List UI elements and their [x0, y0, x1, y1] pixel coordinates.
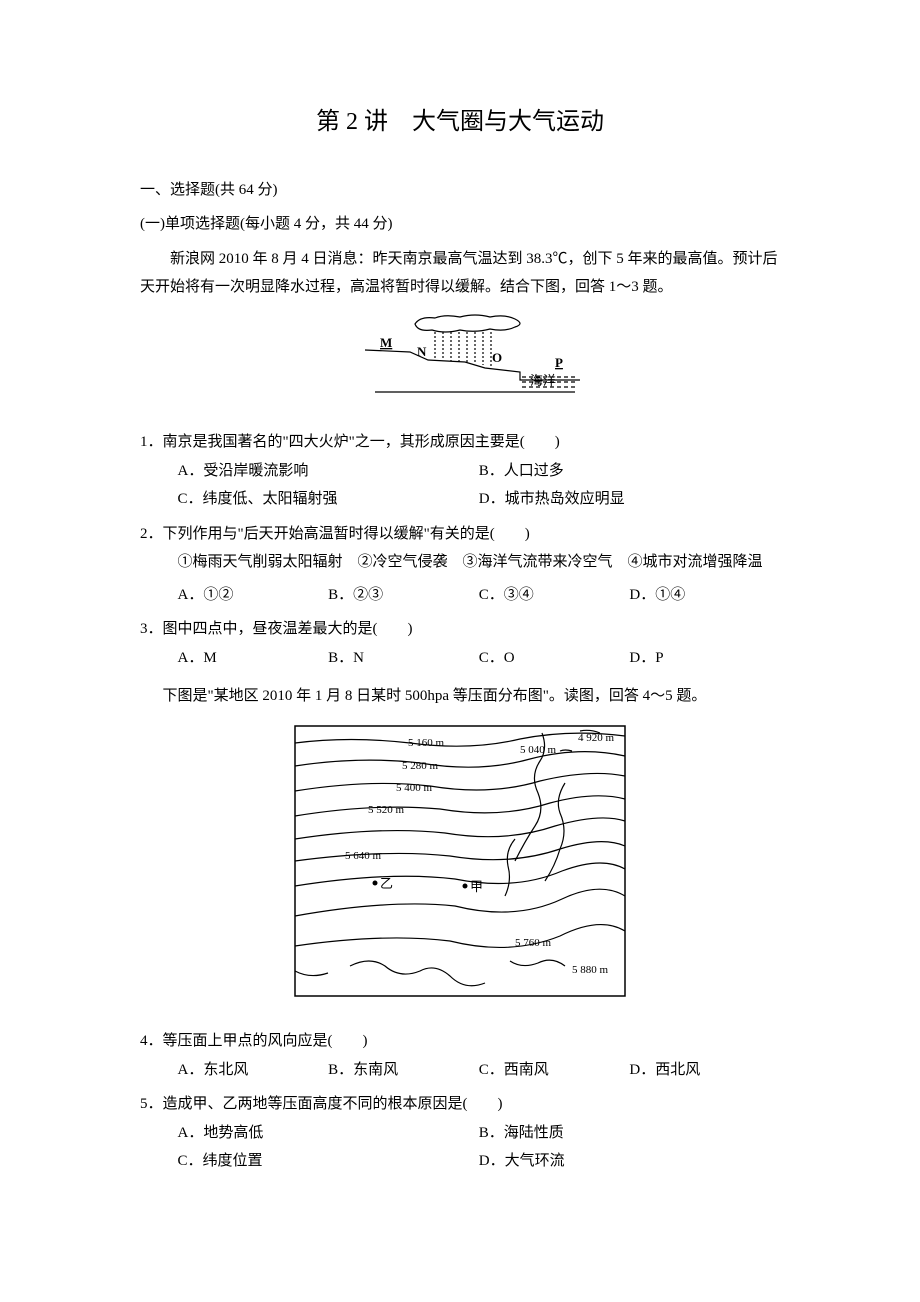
- iso-5280: 5 280 m: [402, 760, 439, 772]
- question-4: 4． 等压面上甲点的风向应是( ) A．东北风 B．东南风 C．西南风 D．西北…: [140, 1027, 780, 1084]
- label-ocean: 海洋: [530, 373, 556, 388]
- label-M: M: [380, 335, 392, 350]
- q5-opt-d: D．大气环流: [479, 1147, 780, 1176]
- question-2: 2． 下列作用与"后天开始高温暂时得以缓解"有关的是( ) ①梅雨天气削弱太阳辐…: [140, 520, 780, 610]
- isobar-map-diagram: 5 160 m 5 280 m 5 400 m 5 520 m 5 640 m …: [290, 721, 630, 1001]
- q5-opt-a: A．地势高低: [178, 1119, 479, 1148]
- q5-opt-b: B．海陆性质: [479, 1119, 780, 1148]
- q1-number: 1．: [140, 428, 163, 457]
- q5-opt-c: C．纬度位置: [178, 1147, 479, 1176]
- iso-5760: 5 760 m: [515, 937, 552, 949]
- figure-2: 5 160 m 5 280 m 5 400 m 5 520 m 5 640 m …: [140, 721, 780, 1012]
- q2-stem: 下列作用与"后天开始高温暂时得以缓解"有关的是( ): [163, 520, 780, 549]
- label-P: P: [555, 355, 563, 370]
- iso-4920: 4 920 m: [578, 732, 615, 744]
- q4-number: 4．: [140, 1027, 163, 1056]
- question-1: 1． 南京是我国著名的"四大火炉"之一，其形成原因主要是( ) A．受沿岸暖流影…: [140, 428, 780, 514]
- q3-number: 3．: [140, 615, 163, 644]
- cloud-rain-ocean-diagram: M N O P 海洋: [320, 312, 600, 402]
- label-N: N: [417, 344, 427, 359]
- question-5: 5． 造成甲、乙两地等压面高度不同的根本原因是( ) A．地势高低 B．海陆性质…: [140, 1090, 780, 1176]
- q3-opt-a: A．M: [178, 644, 329, 673]
- q4-opt-a: A．东北风: [178, 1056, 329, 1085]
- q4-opt-d: D．西北风: [629, 1056, 780, 1085]
- iso-5040: 5 040 m: [520, 744, 557, 756]
- passage-2: 下图是"某地区 2010 年 1 月 8 日某时 500hpa 等压面分布图"。…: [140, 682, 780, 711]
- q1-stem: 南京是我国著名的"四大火炉"之一，其形成原因主要是( ): [163, 428, 780, 457]
- q3-stem: 图中四点中，昼夜温差最大的是( ): [163, 615, 780, 644]
- iso-5520: 5 520 m: [368, 804, 405, 816]
- iso-5640: 5 640 m: [345, 850, 382, 862]
- figure-1: M N O P 海洋: [140, 312, 780, 413]
- q4-opt-b: B．东南风: [328, 1056, 479, 1085]
- iso-5880: 5 880 m: [572, 964, 609, 976]
- iso-5400: 5 400 m: [396, 782, 433, 794]
- q3-opt-c: C．O: [479, 644, 630, 673]
- q1-opt-d: D．城市热岛效应明显: [479, 485, 780, 514]
- q1-opt-c: C．纬度低、太阳辐射强: [178, 485, 479, 514]
- q2-opt-b: B．②③: [328, 581, 479, 610]
- q1-opt-a: A．受沿岸暖流影响: [178, 457, 479, 486]
- q2-opt-d: D．①④: [629, 581, 780, 610]
- question-3: 3． 图中四点中，昼夜温差最大的是( ) A．M B．N C．O D．P: [140, 615, 780, 672]
- label-O: O: [492, 350, 502, 365]
- q4-opt-c: C．西南风: [479, 1056, 630, 1085]
- q2-opt-c: C．③④: [479, 581, 630, 610]
- section-header: 一、选择题(共 64 分): [140, 176, 780, 205]
- q5-stem: 造成甲、乙两地等压面高度不同的根本原因是( ): [163, 1090, 780, 1119]
- point-yi: 乙: [380, 876, 393, 891]
- q1-opt-b: B．人口过多: [479, 457, 780, 486]
- point-jia: 甲: [470, 879, 483, 894]
- passage-1: 新浪网 2010 年 8 月 4 日消息：昨天南京最高气温达到 38.3℃，创下…: [140, 245, 780, 302]
- subsection-header: (一)单项选择题(每小题 4 分，共 44 分): [140, 210, 780, 239]
- q2-substatements: ①梅雨天气削弱太阳辐射 ②冷空气侵袭 ③海洋气流带来冷空气 ④城市对流增强降温: [140, 548, 780, 577]
- q3-opt-d: D．P: [629, 644, 780, 673]
- q5-number: 5．: [140, 1090, 163, 1119]
- page-title: 第 2 讲 大气圈与大气运动: [140, 100, 780, 146]
- q2-opt-a: A．①②: [178, 581, 329, 610]
- q4-stem: 等压面上甲点的风向应是( ): [163, 1027, 780, 1056]
- q2-number: 2．: [140, 520, 163, 549]
- q3-opt-b: B．N: [328, 644, 479, 673]
- iso-5160: 5 160 m: [408, 737, 445, 749]
